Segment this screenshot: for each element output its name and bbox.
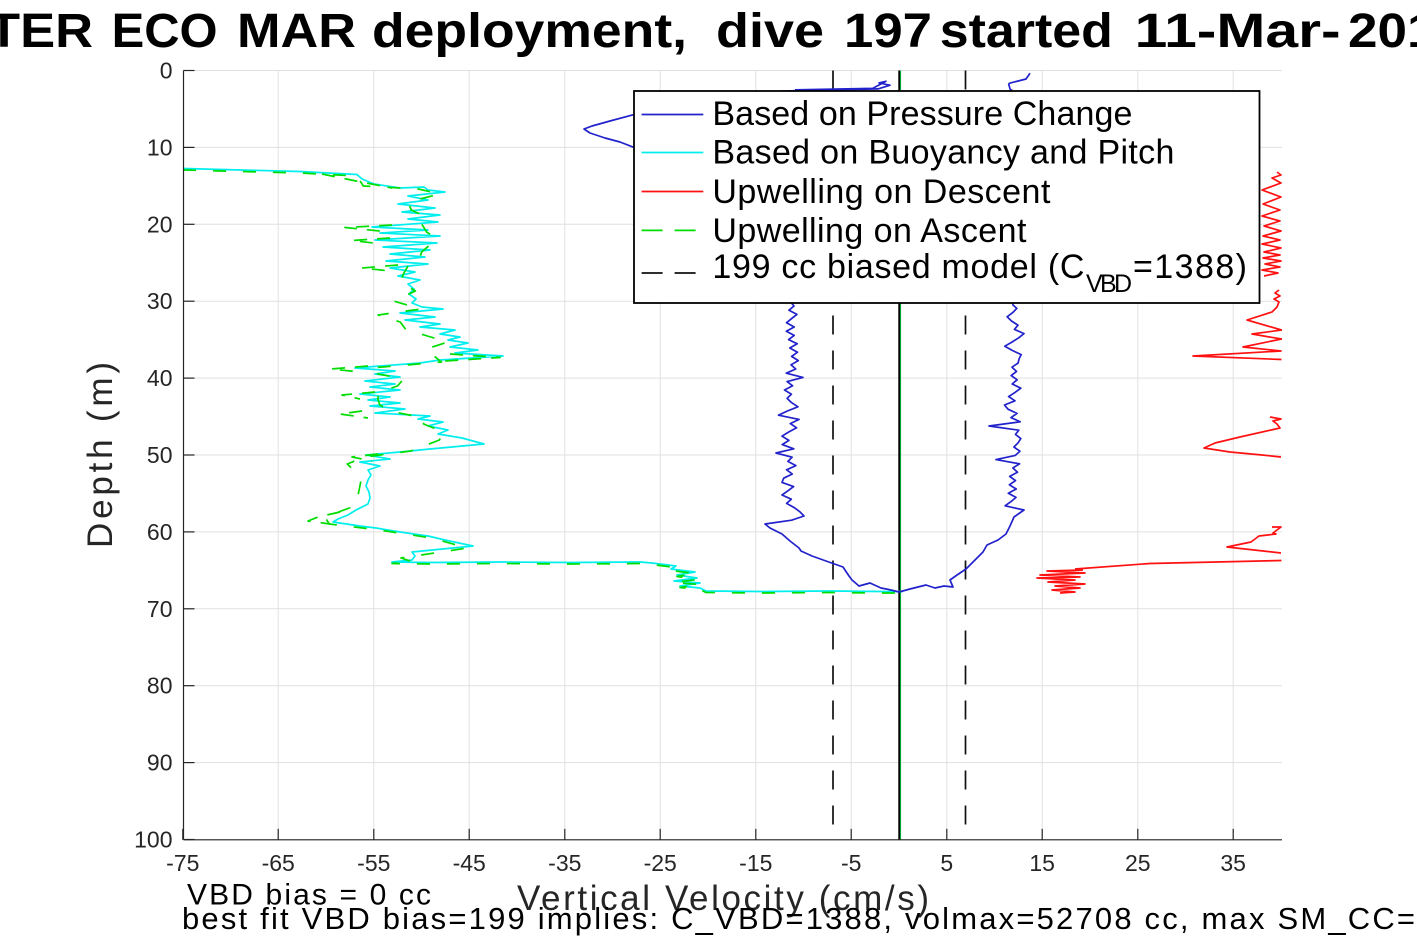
svg-text:30: 30: [147, 288, 173, 314]
svg-text:70: 70: [147, 596, 173, 622]
svg-text:-25: -25: [644, 850, 677, 876]
svg-text:40: 40: [147, 365, 173, 391]
svg-text:VBD: VBD: [1086, 270, 1132, 298]
svg-text:-35: -35: [548, 850, 581, 876]
svg-text:-75: -75: [166, 850, 199, 876]
svg-text:Depth (m): Depth (m): [81, 362, 120, 548]
svg-text:best fit VBD bias=199 implies:: best fit VBD bias=199 implies: C_VBD=138…: [182, 901, 1415, 936]
svg-text:VBD bias = 0 cc: VBD bias = 0 cc: [187, 879, 431, 912]
svg-text:=1388): =1388): [1133, 248, 1247, 286]
svg-text:-15: -15: [739, 850, 772, 876]
svg-text:Upwelling on Descent: Upwelling on Descent: [712, 173, 1051, 211]
svg-text:0: 0: [160, 58, 173, 84]
svg-text:90: 90: [147, 750, 173, 776]
svg-text:Based on Buoyancy and Pitch: Based on Buoyancy and Pitch: [712, 133, 1174, 171]
svg-text:199 cc biased model (C: 199 cc biased model (C: [712, 248, 1084, 286]
svg-text:25: 25: [1125, 850, 1151, 876]
svg-text:Vertical Velocity (cm/s): Vertical Velocity (cm/s): [517, 879, 929, 918]
svg-text:10: 10: [147, 134, 173, 160]
svg-text:20: 20: [147, 211, 173, 237]
svg-text:15: 15: [1029, 850, 1055, 876]
svg-text:-65: -65: [262, 850, 295, 876]
svg-text:-45: -45: [453, 850, 486, 876]
svg-text:35: 35: [1220, 850, 1246, 876]
svg-text:60: 60: [147, 519, 173, 545]
svg-text:80: 80: [147, 673, 173, 699]
svg-text:-5: -5: [841, 850, 861, 876]
svg-text:Based on Pressure Change: Based on Pressure Change: [712, 95, 1132, 133]
svg-text:5: 5: [940, 850, 953, 876]
svg-text:100: 100: [134, 827, 172, 853]
svg-text:Upwelling on Ascent: Upwelling on Ascent: [712, 212, 1027, 250]
svg-text:-55: -55: [357, 850, 390, 876]
svg-text:50: 50: [147, 442, 173, 468]
